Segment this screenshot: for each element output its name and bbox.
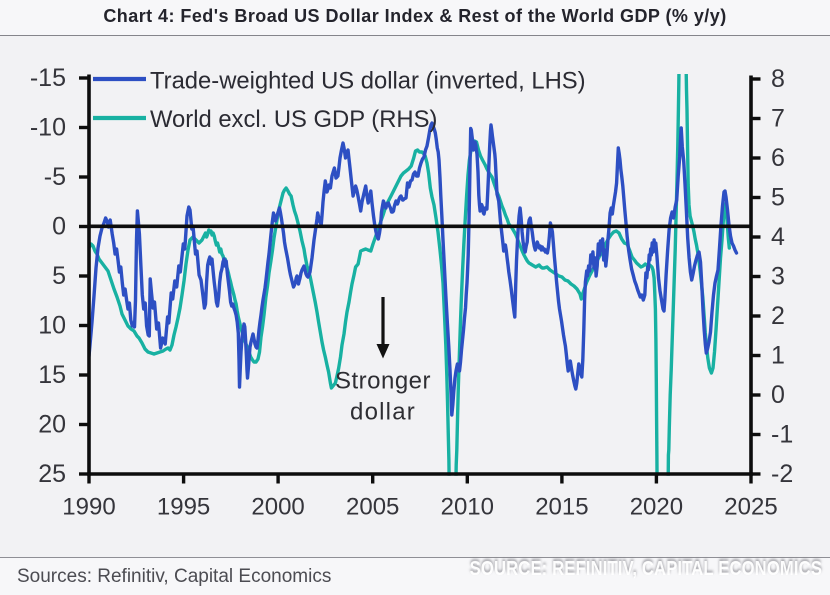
svg-text:dollar: dollar bbox=[350, 399, 416, 426]
svg-text:8: 8 bbox=[771, 65, 785, 93]
svg-text:2: 2 bbox=[771, 302, 785, 330]
svg-text:0: 0 bbox=[52, 213, 66, 241]
svg-text:-2: -2 bbox=[771, 460, 793, 488]
svg-text:5: 5 bbox=[52, 262, 66, 290]
svg-text:1995: 1995 bbox=[157, 494, 210, 521]
svg-text:Trade-weighted US dollar (inve: Trade-weighted US dollar (inverted, LHS) bbox=[150, 68, 586, 95]
svg-text:-1: -1 bbox=[771, 421, 793, 449]
svg-text:4: 4 bbox=[771, 223, 785, 251]
svg-text:-15: -15 bbox=[30, 64, 66, 92]
svg-text:-10: -10 bbox=[30, 114, 66, 142]
svg-text:7: 7 bbox=[771, 105, 785, 133]
svg-text:15: 15 bbox=[38, 361, 66, 389]
svg-text:2005: 2005 bbox=[346, 494, 399, 521]
svg-text:10: 10 bbox=[38, 312, 66, 340]
svg-text:2020: 2020 bbox=[630, 494, 683, 521]
svg-text:1990: 1990 bbox=[62, 494, 115, 521]
svg-text:2000: 2000 bbox=[251, 494, 304, 521]
svg-text:-5: -5 bbox=[44, 163, 66, 191]
svg-text:World excl. US GDP (RHS): World excl. US GDP (RHS) bbox=[150, 106, 437, 133]
svg-text:1: 1 bbox=[771, 342, 785, 370]
svg-text:2025: 2025 bbox=[724, 494, 777, 521]
svg-text:2015: 2015 bbox=[535, 494, 588, 521]
svg-text:2010: 2010 bbox=[441, 494, 494, 521]
svg-text:20: 20 bbox=[38, 411, 66, 439]
svg-text:3: 3 bbox=[771, 263, 785, 291]
svg-text:0: 0 bbox=[771, 381, 785, 409]
svg-text:Stronger: Stronger bbox=[335, 368, 431, 395]
svg-text:25: 25 bbox=[38, 460, 66, 488]
svg-text:5: 5 bbox=[771, 184, 785, 212]
svg-text:6: 6 bbox=[771, 144, 785, 172]
